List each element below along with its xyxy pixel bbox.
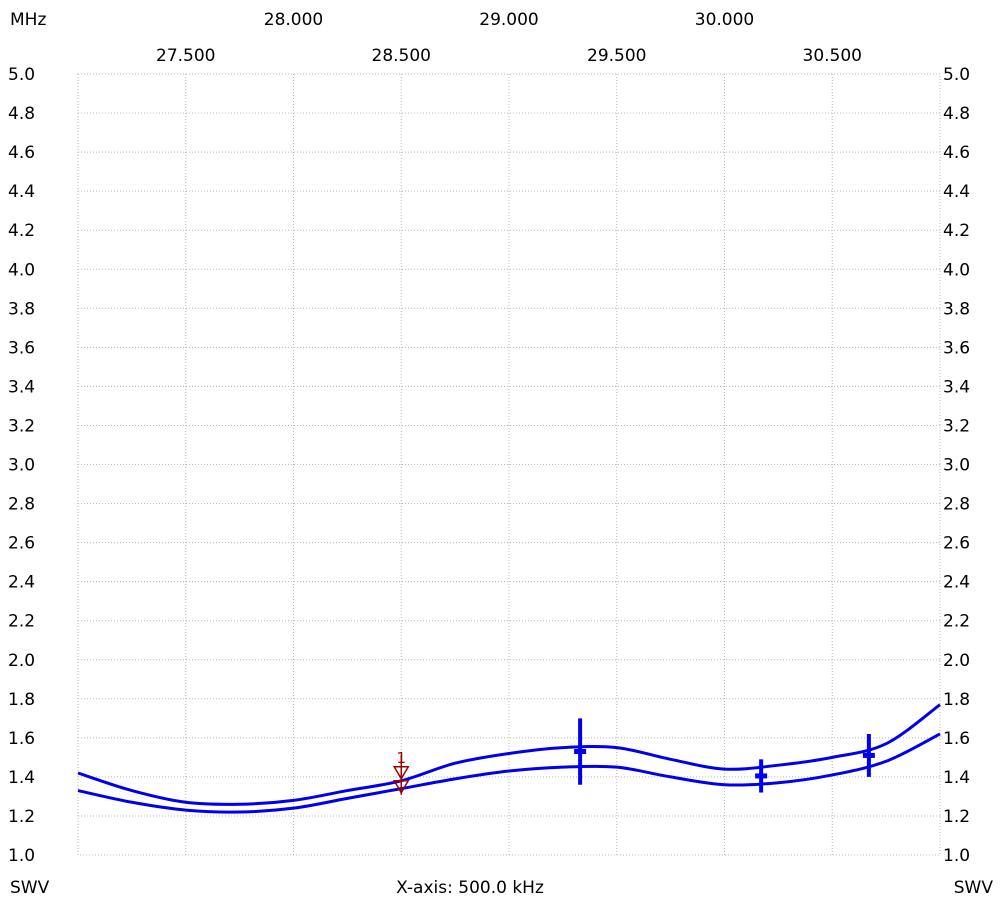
y-tick-label-left: 5.0 <box>8 65 35 85</box>
y-tick-label-right: 4.6 <box>943 143 970 163</box>
y-tick-label-right: 2.2 <box>943 612 970 632</box>
y-tick-label-right: 4.4 <box>943 182 970 202</box>
x-tick-label-lower: 30.500 <box>803 46 862 66</box>
y-tick-label-left: 4.2 <box>8 221 35 241</box>
y-tick-label-right: 1.2 <box>943 807 970 827</box>
y-tick-label-right: 2.4 <box>943 573 970 593</box>
y-tick-label-right: 3.6 <box>943 338 970 358</box>
y-tick-label-right: 4.0 <box>943 260 970 280</box>
y-tick-label-left: 2.2 <box>8 612 35 632</box>
marker-triangle-lower <box>392 780 410 795</box>
y-tick-label-left: 4.0 <box>8 260 35 280</box>
y-label-right: SWV <box>954 878 994 898</box>
y-tick-label-left: 2.0 <box>8 651 35 671</box>
y-tick-label-left: 2.4 <box>8 573 35 593</box>
y-tick-label-left: 2.6 <box>8 534 35 554</box>
x-tick-label-upper: 30.000 <box>695 10 754 30</box>
y-tick-label-left: 4.6 <box>8 143 35 163</box>
marker-label: 1 <box>396 749 406 767</box>
series-line-2 <box>77 732 941 814</box>
y-tick-label-right: 2.8 <box>943 495 970 515</box>
y-tick-label-right: 4.2 <box>943 221 970 241</box>
y-tick-label-left: 3.6 <box>8 338 35 358</box>
spike-group <box>574 718 875 793</box>
x-tick-label-upper: 28.000 <box>264 10 323 30</box>
marker-1: 1 <box>392 749 410 795</box>
y-tick-label-left: 3.0 <box>8 456 35 476</box>
x-axis-caption: X-axis: 500.0 kHz <box>396 878 544 898</box>
y-tick-label-right: 3.2 <box>943 416 970 436</box>
y-tick-label-left: 4.4 <box>8 182 35 202</box>
y-tick-label-right: 1.0 <box>943 846 970 866</box>
marker-triangle-upper <box>392 766 410 781</box>
y-tick-label-left: 3.2 <box>8 416 35 436</box>
y-tick-label-right: 1.6 <box>943 729 970 749</box>
plot-border <box>77 73 941 856</box>
x-tick-label-lower: 27.500 <box>156 46 215 66</box>
y-label-left: SWV <box>10 878 50 898</box>
y-tick-label-right: 4.8 <box>943 104 970 124</box>
y-tick-label-left: 1.4 <box>8 768 35 788</box>
y-tick-label-left: 3.8 <box>8 299 35 319</box>
y-tick-label-right: 1.4 <box>943 768 970 788</box>
x-tick-label-lower: 28.500 <box>372 46 431 66</box>
y-tick-label-right: 2.0 <box>943 651 970 671</box>
y-tick-label-left: 4.8 <box>8 104 35 124</box>
y-tick-label-left: 1.6 <box>8 729 35 749</box>
x-tick-label-lower: 29.500 <box>587 46 646 66</box>
y-tick-labels: 5.0 5.0 4.8 4.8 4.6 4.6 4.4 4.4 4.2 4.2 4.0 4.0 3.8 3… <box>8 65 970 866</box>
plot-frame <box>77 73 941 856</box>
y-tick-label-left: 3.4 <box>8 377 35 397</box>
y-tick-label-right: 1.8 <box>943 690 970 710</box>
y-tick-label-right: 3.8 <box>943 299 970 319</box>
y-tick-label-left: 1.8 <box>8 690 35 710</box>
unit-label: MHz <box>10 10 46 30</box>
y-tick-label-left: 1.0 <box>8 846 35 866</box>
y-tick-label-left: 1.2 <box>8 807 35 827</box>
y-tick-label-right: 3.0 <box>943 456 970 476</box>
y-tick-label-right: 5.0 <box>943 65 970 85</box>
x-tick-labels: 28.000 29.000 30.000 27.500 28.500 29.500 30.5… <box>156 10 862 66</box>
x-tick-label-upper: 29.000 <box>479 10 538 30</box>
grid <box>78 74 940 855</box>
y-tick-label-left: 2.8 <box>8 495 35 515</box>
series-group <box>77 703 941 814</box>
y-tick-label-right: 3.4 <box>943 377 970 397</box>
series-line-1 <box>77 703 941 806</box>
y-tick-label-right: 2.6 <box>943 534 970 554</box>
